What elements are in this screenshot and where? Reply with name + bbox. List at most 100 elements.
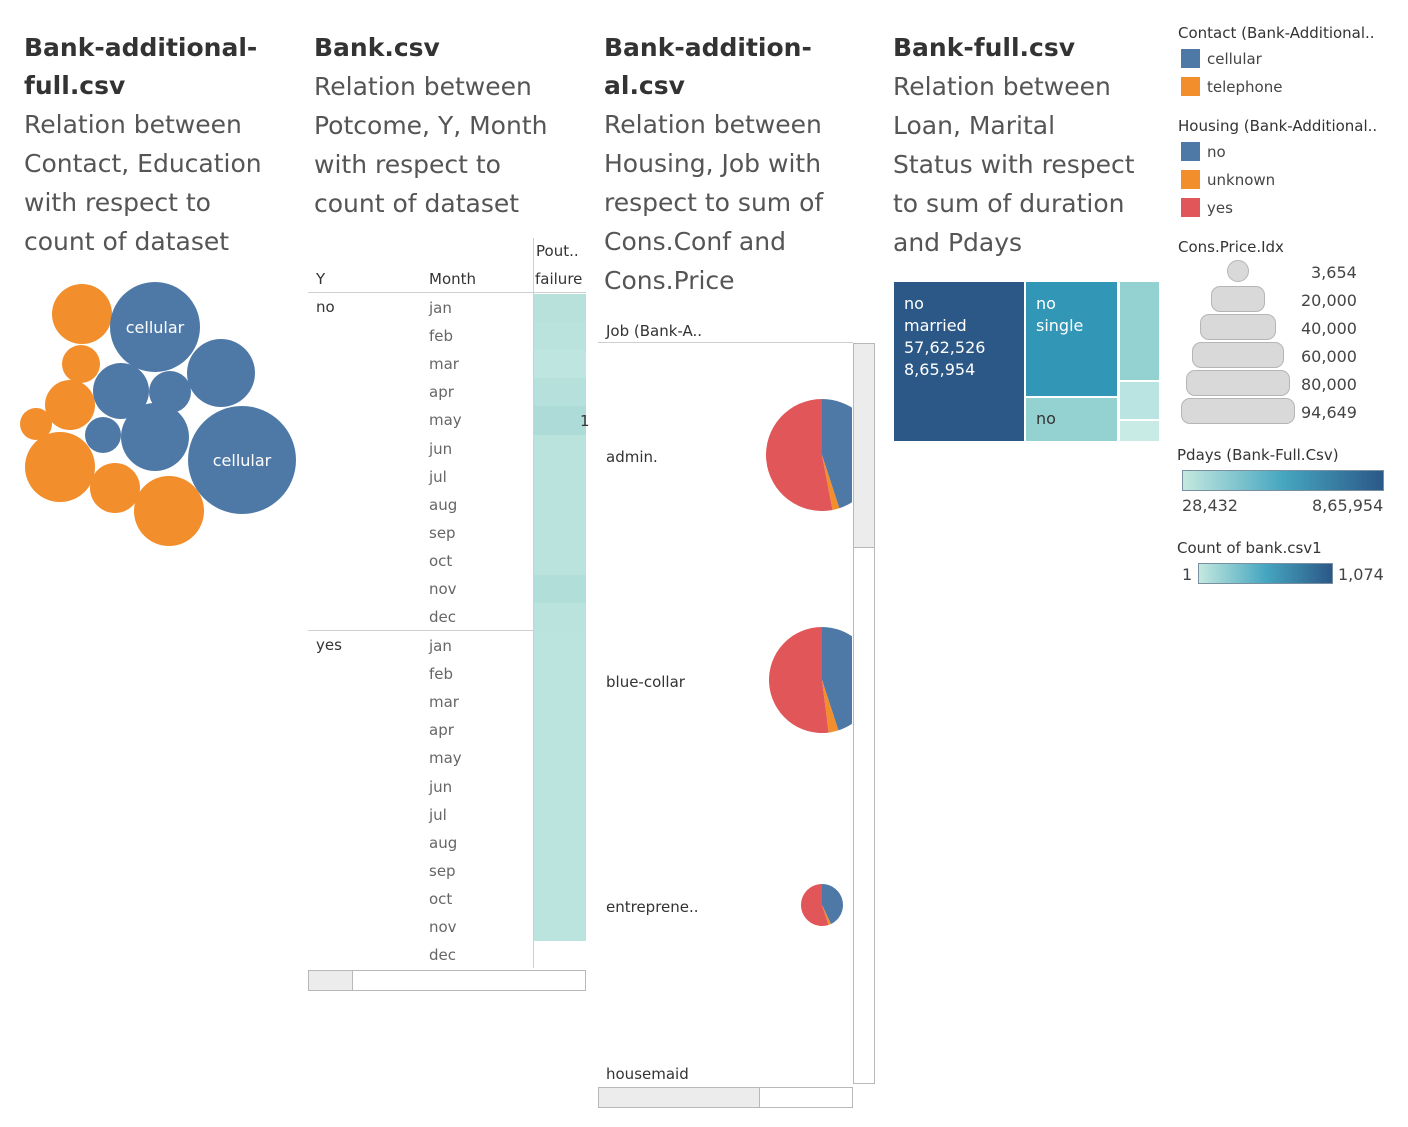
pie-horizontal-scrollbar[interactable] xyxy=(598,1087,853,1108)
heatmap-cell[interactable] xyxy=(534,800,586,830)
treemap-tile[interactable] xyxy=(1120,282,1159,380)
legend-swatch[interactable] xyxy=(1181,198,1200,217)
bubble-chart: cellular cellular xyxy=(20,282,296,546)
heatmap-cell[interactable] xyxy=(534,828,586,858)
pie-slice[interactable] xyxy=(822,905,831,925)
bubble-mark[interactable] xyxy=(52,284,112,344)
sheet1-subtitle-line: with respect to xyxy=(24,188,211,217)
legend-swatch[interactable] xyxy=(1181,77,1200,96)
job-column-header[interactable]: Job (Bank-A.. xyxy=(606,322,703,340)
size-legend-shape xyxy=(1186,370,1290,396)
pdays-color-ramp[interactable] xyxy=(1182,470,1384,491)
treemap-tile[interactable] xyxy=(1120,421,1159,441)
legend-swatch[interactable] xyxy=(1181,142,1200,161)
header-divider xyxy=(308,292,586,293)
heatmap-cell[interactable] xyxy=(534,603,586,633)
sheet3-subtitle: Relation between Housing, Job with respe… xyxy=(604,105,823,300)
pie-vertical-scrollbar[interactable] xyxy=(853,343,875,1084)
heatmap-cell[interactable] xyxy=(534,322,586,352)
crosstab-horizontal-scrollbar[interactable] xyxy=(308,970,586,991)
bubble-mark[interactable] xyxy=(134,476,204,546)
pie-slice[interactable] xyxy=(822,399,852,509)
bubble-mark[interactable] xyxy=(90,463,140,513)
bubble-mark[interactable] xyxy=(85,417,121,453)
bubble-mark[interactable] xyxy=(149,371,191,413)
count-legend-title: Count of bank.csv1 xyxy=(1177,539,1322,557)
heatmap-cell[interactable] xyxy=(534,941,586,971)
heatmap-cell[interactable] xyxy=(534,688,586,718)
sheet1-subtitle-line: count of dataset xyxy=(24,227,230,256)
heatmap-cell[interactable] xyxy=(534,378,586,408)
sheet4-subtitle-line: to sum of duration xyxy=(893,189,1125,218)
size-legend-shape xyxy=(1227,260,1249,282)
heatmap-cell[interactable] xyxy=(534,518,586,548)
bubble-mark[interactable] xyxy=(187,339,255,407)
legend-label: cellular xyxy=(1207,50,1262,68)
count-color-ramp[interactable] xyxy=(1198,563,1333,584)
sheet1-subtitle-line: Relation between xyxy=(24,110,242,139)
month-label: aug xyxy=(429,833,458,852)
heatmap-cell[interactable] xyxy=(534,744,586,774)
month-label: jul xyxy=(429,467,447,486)
month-label: apr xyxy=(429,383,454,402)
month-label: oct xyxy=(429,889,453,908)
heatmap-cell[interactable] xyxy=(534,575,586,604)
treemap-married-label: no married 57,62,526 8,65,954 xyxy=(904,293,985,381)
pie-slice[interactable] xyxy=(822,884,843,925)
month-label: jun xyxy=(429,777,453,796)
heatmap-cell[interactable] xyxy=(534,856,586,886)
bubble-mark[interactable] xyxy=(25,432,95,502)
month-column-header[interactable]: Month xyxy=(429,270,477,288)
legend-swatch[interactable] xyxy=(1181,49,1200,68)
y-column-header[interactable]: Y xyxy=(316,270,326,288)
bubble-mark[interactable] xyxy=(62,345,100,383)
heatmap-cell[interactable] xyxy=(534,546,586,576)
pie-vertical-scroll-thumb[interactable] xyxy=(853,343,875,548)
heatmap-cell[interactable] xyxy=(534,406,586,436)
month-label: apr xyxy=(429,721,454,740)
pie-slice[interactable] xyxy=(769,627,829,733)
bubble-mark[interactable] xyxy=(188,406,296,514)
heatmap-cell[interactable] xyxy=(534,660,586,690)
pie-horizontal-scroll-thumb[interactable] xyxy=(598,1087,760,1108)
crosstab-scroll-thumb[interactable] xyxy=(308,970,353,991)
sheet4-title: Bank-full.csv xyxy=(893,29,1075,67)
pie-slice[interactable] xyxy=(822,627,852,731)
month-label: nov xyxy=(429,918,457,936)
heatmap-cell[interactable] xyxy=(534,772,586,802)
sheet3-title: Bank-addition- al.csv xyxy=(604,29,812,105)
legend-swatch[interactable] xyxy=(1181,170,1200,189)
failure-column-header[interactable]: failure xyxy=(535,270,583,288)
bubble-mark[interactable] xyxy=(93,363,149,419)
treemap-married-tile[interactable]: no married 57,62,526 8,65,954 xyxy=(894,282,1024,441)
pie-slice[interactable] xyxy=(822,680,839,733)
sheet1-title-line: Bank-additional- xyxy=(24,33,258,62)
heatmap-cell[interactable] xyxy=(534,884,586,914)
heatmap-cell[interactable] xyxy=(534,490,586,520)
outcome-column-header[interactable]: Pout.. xyxy=(536,242,579,260)
heatmap-cell[interactable] xyxy=(534,350,586,380)
heatmap-cell[interactable] xyxy=(534,434,586,464)
bubble-mark[interactable] xyxy=(121,403,189,471)
treemap-divorced-tile[interactable]: no xyxy=(1026,398,1117,441)
housing-legend-title: Housing (Bank-Additional.. xyxy=(1178,117,1378,135)
heatmap-cell[interactable] xyxy=(534,716,586,746)
sheet2-title-line: Bank.csv xyxy=(314,33,440,62)
sheet3-subtitle-line: Cons.Price xyxy=(604,266,735,295)
contact-legend-title: Contact (Bank-Additional.. xyxy=(1178,24,1375,42)
treemap-tile[interactable] xyxy=(1120,382,1159,419)
bubble-mark[interactable] xyxy=(110,282,200,372)
heatmap-cell[interactable] xyxy=(534,462,586,492)
sheet2-subtitle-line: Potcome, Y, Month xyxy=(314,111,548,140)
pie-slice[interactable] xyxy=(800,884,829,926)
sheet3-subtitle-line: Cons.Conf and xyxy=(604,227,786,256)
heatmap-cell[interactable] xyxy=(534,294,586,323)
pie-slice[interactable] xyxy=(822,455,840,511)
heatmap-cell[interactable] xyxy=(534,632,586,661)
bubble-mark[interactable] xyxy=(20,408,52,440)
bubble-mark[interactable] xyxy=(45,380,95,430)
pie-slice[interactable] xyxy=(766,399,833,511)
heatmap-cell[interactable] xyxy=(534,913,586,942)
sheet4-title-line: Bank-full.csv xyxy=(893,33,1076,62)
treemap-single-tile[interactable]: no single xyxy=(1026,282,1117,396)
